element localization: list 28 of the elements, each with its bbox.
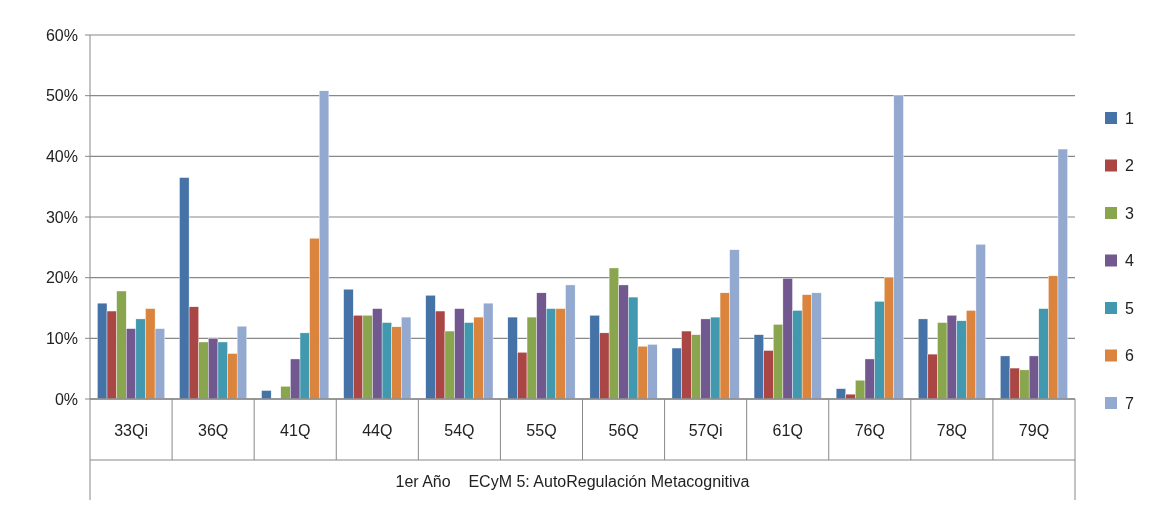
x-tick-label: 78Q	[936, 422, 967, 439]
x-tick-label: 33Qi	[114, 422, 148, 439]
x-tick-label: 56Q	[608, 422, 639, 439]
legend-label: 5	[1125, 299, 1134, 317]
legend-label: 2	[1125, 157, 1134, 175]
legend-label: 6	[1125, 347, 1134, 365]
x-tick-label: 79Q	[1018, 422, 1050, 439]
x-tick-label: 76Q	[854, 422, 885, 439]
x-tick-label: 36Q	[198, 422, 229, 439]
y-tick-label: 40%	[45, 147, 78, 165]
bar	[261, 390, 272, 400]
y-tick-label: 10%	[45, 329, 78, 347]
x-tick-label: 55Q	[526, 422, 557, 439]
x-tick-label: 41Q	[280, 422, 311, 439]
y-tick-label: 20%	[45, 269, 78, 287]
y-tick-label: 30%	[45, 208, 78, 226]
x-axis-title: 1er Año ECyM 5: AutoRegulación Metacognitiva	[395, 473, 750, 490]
x-tick-label: 57Qi	[688, 422, 723, 439]
legend-label: 4	[1125, 252, 1134, 270]
x-tick-label: 54Q	[444, 422, 475, 439]
legend-label: 3	[1125, 204, 1134, 222]
legend-label: 7	[1125, 394, 1134, 412]
legend-label: 1	[1125, 109, 1134, 127]
y-tick-label: 0%	[54, 390, 78, 408]
y-tick-label: 50%	[45, 87, 78, 105]
y-tick-label: 60%	[45, 26, 78, 44]
x-tick-label: 61Q	[772, 422, 803, 439]
x-tick-label: 44Q	[362, 422, 393, 439]
